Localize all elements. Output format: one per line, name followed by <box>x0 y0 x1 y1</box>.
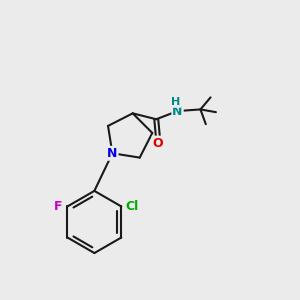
Text: H: H <box>171 97 181 107</box>
Text: O: O <box>153 136 163 150</box>
Text: Cl: Cl <box>125 200 138 213</box>
Text: N: N <box>172 105 183 118</box>
Text: F: F <box>54 200 63 213</box>
Text: N: N <box>107 147 118 160</box>
